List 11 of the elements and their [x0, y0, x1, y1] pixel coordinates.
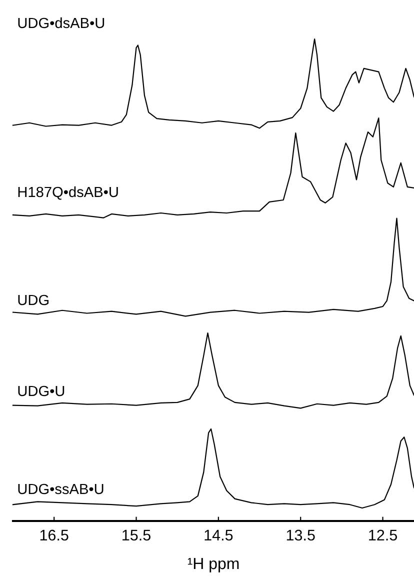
x-tick-label: 12.5 — [369, 530, 398, 541]
x-axis-title: ¹H ppm — [188, 558, 239, 572]
x-tick-label: 14.5 — [204, 530, 233, 541]
x-tick-label: 15.5 — [122, 530, 150, 541]
series-label: H187Q•dsAB•U — [18, 186, 118, 200]
series-label: UDG — [18, 294, 48, 306]
x-tick-label: 13.5 — [286, 530, 315, 541]
text: UDG•dsAB•U — [18, 17, 104, 28]
series-label: UDG•U — [18, 386, 64, 396]
series-label: UDG•ssAB•U — [18, 484, 104, 494]
x-tick-label: 16.5 — [40, 530, 68, 541]
